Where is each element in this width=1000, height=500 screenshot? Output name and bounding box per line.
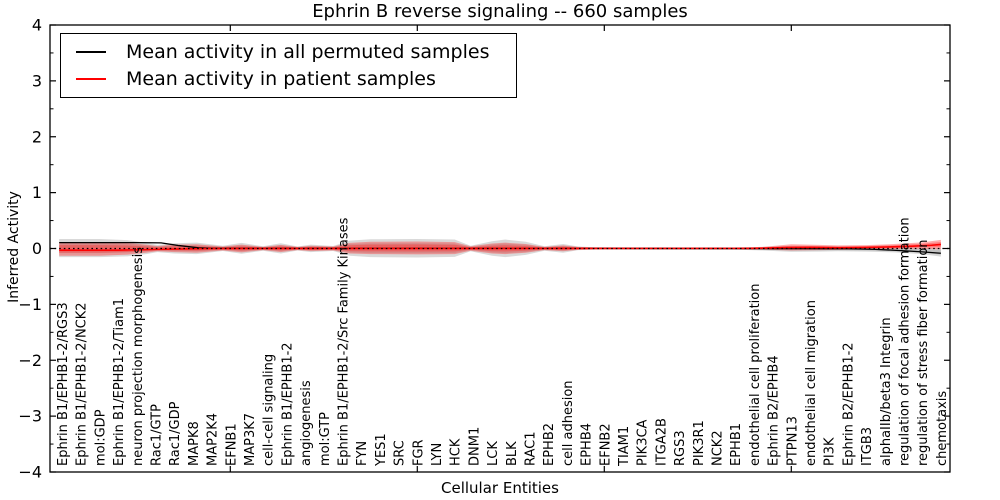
x-category-label: Ephrin B1/EPHB1-2 xyxy=(280,342,295,466)
x-category-label: mol:GTP xyxy=(318,412,333,466)
x-category-label: cell-cell signaling xyxy=(262,354,277,466)
y-tick-label: −4 xyxy=(18,463,42,482)
x-category-label: chemotaxis xyxy=(935,391,950,466)
x-category-label: endothelial cell migration xyxy=(804,300,819,466)
x-category-label: Ephrin B1/EPHB1-2/Src Family Kinases xyxy=(337,217,352,466)
legend-entry-permuted: Mean activity in all permuted samples xyxy=(61,41,516,63)
x-category-label: EPHB1 xyxy=(729,423,744,466)
x-category-label: angiogenesis xyxy=(299,380,314,466)
x-category-label: HCK xyxy=(449,438,464,466)
x-category-label: EFNB2 xyxy=(598,423,613,466)
x-category-label: Ephrin B1/EPHB1-2/Tiam1 xyxy=(112,298,127,466)
x-category-label: RAC1 xyxy=(524,431,539,466)
y-tick-label: 2 xyxy=(32,127,42,146)
x-category-label: mol:GDP xyxy=(93,409,108,466)
x-category-label: RGS3 xyxy=(673,430,688,466)
x-category-label: EPHB2 xyxy=(542,423,557,466)
x-category-label: ITGB3 xyxy=(860,427,875,466)
y-tick-label: −2 xyxy=(18,351,42,370)
x-category-label: Ephrin B1/EPHB1-2/RGS3 xyxy=(56,302,71,466)
x-category-label: Rac1/GDP xyxy=(168,401,183,466)
y-tick-label: −1 xyxy=(18,295,42,314)
black-line-swatch xyxy=(76,51,106,53)
chart-title: Ephrin B reverse signaling -- 660 sample… xyxy=(312,1,688,22)
x-category-label: SRC xyxy=(393,440,408,466)
y-axis-label: Inferred Activity xyxy=(6,191,22,303)
violin-patient-distribution-core xyxy=(59,241,941,253)
x-category-label: Ephrin B1/EPHB1-2/NCK2 xyxy=(75,302,90,466)
legend-label-patient: Mean activity in patient samples xyxy=(126,68,436,90)
legend: Mean activity in all permuted samples Me… xyxy=(60,33,517,98)
x-category-label: BLK xyxy=(505,441,520,466)
x-category-label: EPHB4 xyxy=(580,423,595,466)
x-category-label: MAP3K7 xyxy=(243,413,258,466)
y-tick-label: 1 xyxy=(32,183,42,202)
x-category-label: alphaIIb/beta3 Integrin xyxy=(879,317,894,466)
x-category-label: FYN xyxy=(355,441,370,466)
x-category-label: LYN xyxy=(430,443,445,466)
y-tick-label: 4 xyxy=(32,16,42,35)
x-category-label: FGR xyxy=(411,439,426,466)
y-tick-label: −3 xyxy=(18,407,42,426)
x-category-label: regulation of focal adhesion formation xyxy=(898,217,913,466)
x-category-label: MAPK8 xyxy=(187,421,202,466)
x-category-label: LCK xyxy=(486,441,501,466)
x-category-label: cell adhesion xyxy=(561,380,576,466)
x-category-label: regulation of stress fiber formation xyxy=(916,239,931,466)
legend-label-permuted: Mean activity in all permuted samples xyxy=(126,41,490,63)
x-category-label: Ephrin B2/EPHB4 xyxy=(767,355,782,466)
mean-line-patient xyxy=(59,243,941,251)
x-axis-label: Cellular Entities xyxy=(441,479,559,497)
red-line-swatch xyxy=(76,78,106,80)
x-category-label: ITGA2B xyxy=(654,418,669,466)
x-category-label: PIK3R1 xyxy=(692,420,707,466)
x-category-label: MAP2K4 xyxy=(206,413,221,466)
y-tick-label: 3 xyxy=(32,71,42,90)
x-category-label: DNM1 xyxy=(467,427,482,466)
x-category-label: Ephrin B2/EPHB1-2 xyxy=(841,342,856,466)
legend-entry-patient: Mean activity in patient samples xyxy=(61,68,516,90)
x-category-label: NCK2 xyxy=(711,430,726,466)
x-category-label: EFNB1 xyxy=(224,423,239,466)
x-category-label: YES1 xyxy=(374,433,389,467)
y-tick-label: 0 xyxy=(32,239,42,258)
x-category-label: Rac1/GTP xyxy=(150,404,165,466)
x-category-label: PTPN13 xyxy=(785,416,800,466)
x-category-label: PI3K xyxy=(823,437,838,466)
x-category-label: endothelial cell proliferation xyxy=(748,284,763,467)
x-category-label: neuron projection morphogenesis xyxy=(131,247,146,466)
x-category-label: PIK3CA xyxy=(636,419,651,466)
x-category-label: TIAM1 xyxy=(617,426,632,467)
